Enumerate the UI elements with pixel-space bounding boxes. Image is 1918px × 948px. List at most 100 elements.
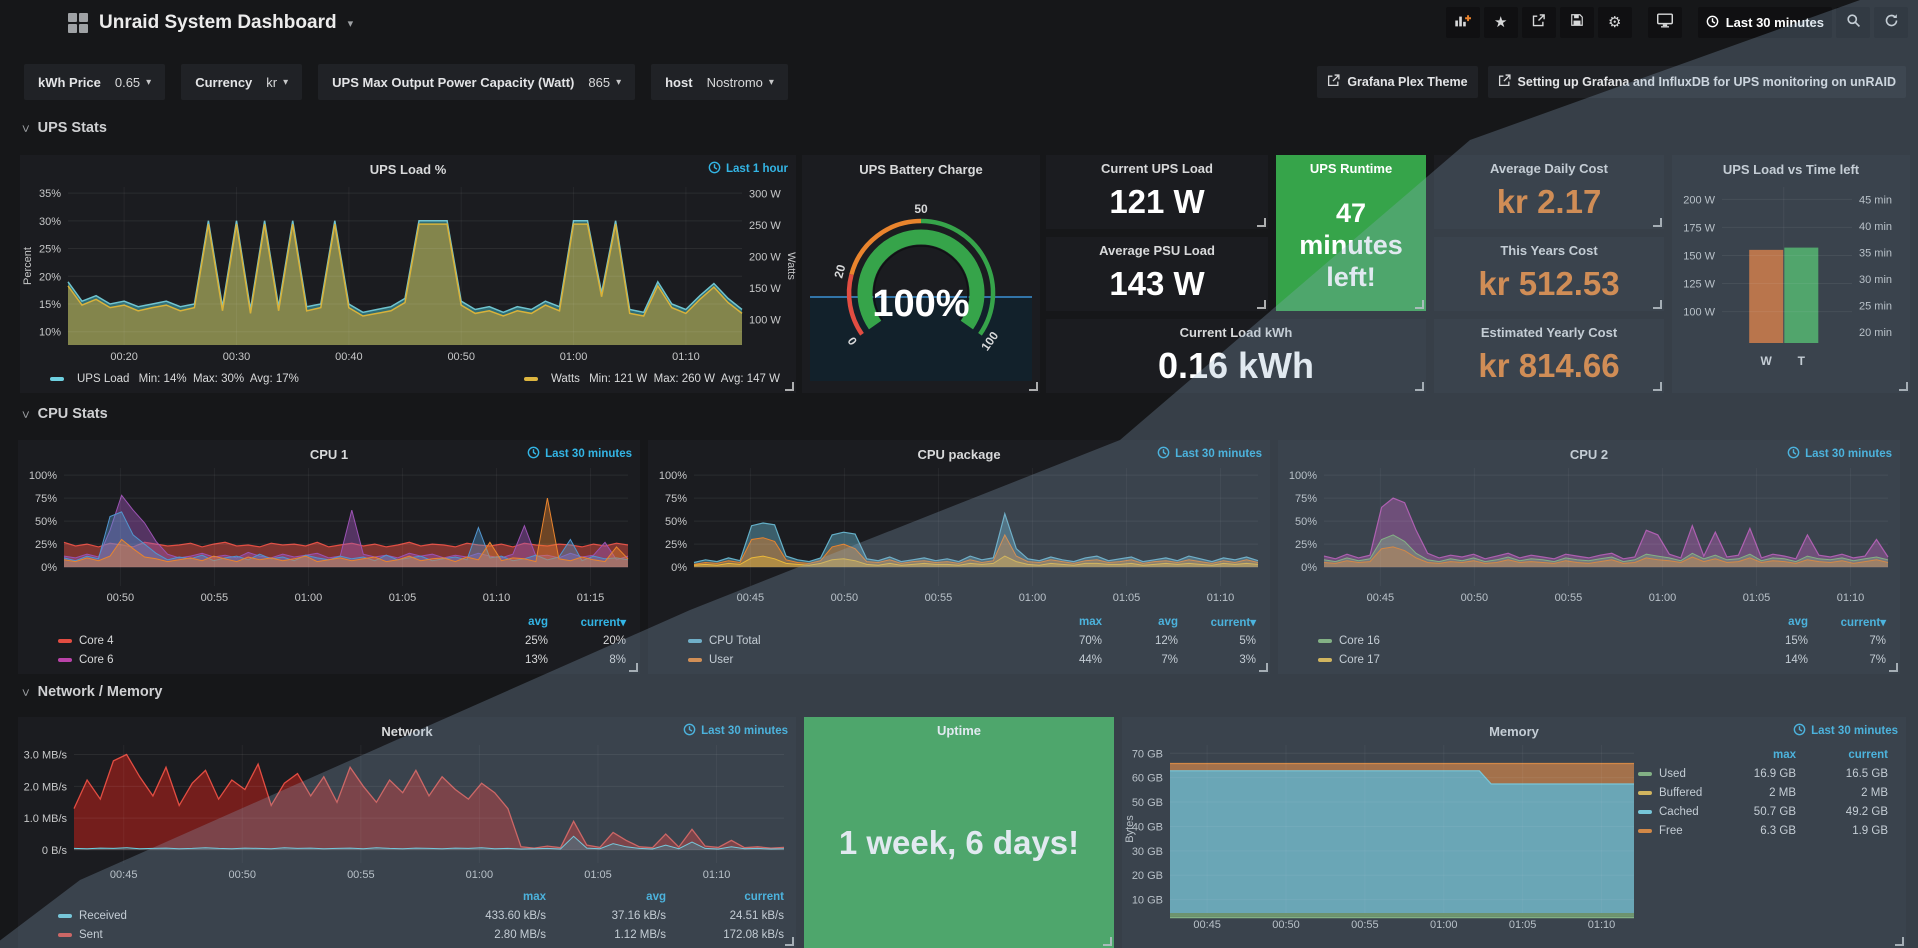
legend-series-name[interactable]: Core 6	[79, 653, 114, 666]
legend-column-header[interactable]: avg	[1788, 615, 1808, 628]
legend-series-name[interactable]: Buffered	[1659, 786, 1703, 799]
panel-title[interactable]: CPU 2	[1569, 447, 1609, 462]
legend-series-name[interactable]: Cached	[1659, 805, 1699, 818]
legend-series-marker[interactable]	[58, 913, 72, 918]
load-vs-time-chart[interactable]: W T 200 W 175 W 150 W 125 W 100 W 45 min 40 min 3…	[1672, 179, 1910, 393]
legend-series-name[interactable]: UPS Load	[77, 373, 130, 385]
legend-series-name[interactable]: Free	[1659, 824, 1683, 837]
add-panel-button[interactable]	[1445, 7, 1480, 38]
panel-resize-handle[interactable]	[1653, 382, 1662, 391]
legend-column-header[interactable]: avg	[528, 615, 548, 628]
legend-series-marker[interactable]	[523, 377, 538, 381]
legend-series-marker[interactable]	[1638, 809, 1652, 814]
section-network-memory[interactable]: > Network / Memory	[18, 684, 163, 700]
panel-title[interactable]: CPU 1	[309, 447, 349, 462]
legend-series-marker[interactable]	[688, 638, 702, 643]
legend-column-header[interactable]: current▾	[580, 616, 626, 629]
apps-grid-icon[interactable]	[68, 13, 88, 33]
panel-resize-handle[interactable]	[1889, 663, 1898, 672]
panel-title[interactable]: CPU package	[917, 447, 1001, 462]
legend-series-name[interactable]: User	[709, 653, 734, 666]
legend-series-marker[interactable]	[1638, 771, 1652, 776]
stat-title[interactable]: Current Load kWh	[1179, 325, 1293, 340]
panel-title[interactable]: Memory	[1489, 724, 1539, 739]
cpu-package-chart[interactable]: 100% 75% 50% 25% 0% 00:45 00:50 00:55 01:00 01:05…	[648, 464, 1270, 610]
share-button[interactable]	[1521, 7, 1556, 38]
star-button[interactable]: ★	[1483, 7, 1518, 38]
panel-resize-handle[interactable]	[1653, 300, 1662, 309]
legend-series-name[interactable]: Core 4	[79, 634, 114, 647]
legend-series-name[interactable]: Watts	[550, 373, 580, 385]
stat-title[interactable]: Estimated Yearly Cost	[1480, 325, 1618, 340]
link-ups-monitoring-guide[interactable]: Setting up Grafana and InfluxDB for UPS …	[1487, 66, 1906, 98]
panel-resize-handle[interactable]	[1653, 218, 1662, 227]
search-button[interactable]	[1836, 7, 1870, 38]
section-cpu-stats[interactable]: > CPU Stats	[18, 406, 108, 422]
legend-column-header[interactable]: avg	[646, 890, 666, 903]
legend-series-name[interactable]: Received	[79, 909, 127, 922]
panel-resize-handle[interactable]	[785, 382, 794, 391]
panel-time-range[interactable]: Last 1 hour	[708, 161, 788, 177]
panel-time-range[interactable]: Last 30 minutes	[683, 723, 788, 739]
dashboard-title[interactable]: Unraid System Dashboard	[99, 12, 337, 33]
cycle-view-button[interactable]	[1647, 7, 1682, 38]
panel-time-range[interactable]: Last 30 minutes	[1157, 446, 1262, 462]
legend-series-marker[interactable]	[1318, 657, 1332, 662]
legend-series-name[interactable]: Sent	[79, 928, 103, 941]
stat-title[interactable]: Uptime	[936, 723, 982, 738]
panel-title[interactable]: Network	[381, 724, 433, 739]
panel-resize-handle[interactable]	[1029, 382, 1038, 391]
panel-resize-handle[interactable]	[1103, 937, 1112, 946]
panel-title[interactable]: UPS Load %	[369, 162, 447, 177]
panel-resize-handle[interactable]	[629, 663, 638, 672]
panel-resize-handle[interactable]	[1257, 218, 1266, 227]
legend-series-name[interactable]: Used	[1659, 767, 1686, 780]
variable-value-dropdown[interactable]: Nostromo ▾	[706, 74, 774, 90]
legend-series-name[interactable]: Core 17	[1339, 653, 1380, 666]
legend-column-header[interactable]: avg	[1158, 615, 1178, 628]
legend-column-header[interactable]: current	[1848, 748, 1888, 761]
refresh-button[interactable]	[1874, 7, 1908, 38]
legend-series-marker[interactable]	[58, 932, 72, 937]
settings-button[interactable]: ⚙	[1597, 7, 1632, 38]
legend-series-marker[interactable]	[58, 638, 72, 643]
legend-series-marker[interactable]	[688, 657, 702, 662]
cpu2-chart[interactable]: 100% 75% 50% 25% 0% 00:45 00:50 00:55 01:00 01:05…	[1278, 464, 1900, 610]
stat-title[interactable]: UPS Runtime	[1309, 161, 1393, 176]
stat-title[interactable]: Current UPS Load	[1101, 161, 1213, 176]
legend-column-header[interactable]: current	[744, 890, 784, 903]
legend-series-marker[interactable]	[50, 377, 64, 381]
panel-title[interactable]: UPS Load vs Time left	[1722, 162, 1860, 177]
legend-column-header[interactable]: max	[1772, 748, 1796, 761]
ups-load-chart[interactable]: 35% 30% 25% 20% 15% 10% 300 W 250 W 200 W 150 W 10…	[20, 179, 797, 371]
panel-resize-handle[interactable]	[785, 937, 794, 946]
panel-resize-handle[interactable]	[1259, 663, 1268, 672]
legend-column-header[interactable]: max	[522, 890, 546, 903]
legend-column-header[interactable]: current▾	[1210, 616, 1256, 629]
panel-resize-handle[interactable]	[1257, 300, 1266, 309]
section-ups-stats[interactable]: > UPS Stats	[18, 120, 107, 136]
panel-resize-handle[interactable]	[1899, 382, 1908, 391]
network-chart[interactable]: 3.0 MB/s 2.0 MB/s 1.0 MB/s 0 B/s 00:45 00:50 0…	[18, 741, 796, 887]
memory-chart[interactable]: 70 GB 60 GB 50 GB 40 GB 30 GB 20 GB 10 GB 00:45…	[1122, 741, 1642, 945]
variable-value-dropdown[interactable]: 0.65 ▾	[114, 74, 152, 90]
panel-resize-handle[interactable]	[1415, 300, 1424, 309]
panel-resize-handle[interactable]	[1895, 937, 1904, 946]
stat-title[interactable]: Average PSU Load	[1099, 243, 1215, 258]
panel-title[interactable]: UPS Battery Charge	[859, 162, 983, 177]
panel-time-range[interactable]: Last 30 minutes	[527, 446, 632, 462]
legend-series-marker[interactable]	[58, 657, 72, 662]
link-grafana-plex-theme[interactable]: Grafana Plex Theme	[1317, 66, 1478, 98]
panel-time-range[interactable]: Last 30 minutes	[1787, 446, 1892, 462]
variable-value-dropdown[interactable]: kr ▾	[266, 74, 289, 90]
legend-series-marker[interactable]	[1638, 828, 1652, 833]
legend-column-header[interactable]: current▾	[1840, 616, 1886, 629]
cpu1-chart[interactable]: 100% 75% 50% 25% 0% 00:50 00:55 01:00 01:05 01:10…	[18, 464, 640, 610]
legend-series-marker[interactable]	[1638, 790, 1652, 795]
save-button[interactable]	[1559, 7, 1594, 38]
panel-resize-handle[interactable]	[1415, 382, 1424, 391]
legend-series-marker[interactable]	[1318, 638, 1332, 643]
legend-column-header[interactable]: max	[1078, 615, 1102, 628]
legend-series-name[interactable]: Core 16	[1339, 634, 1380, 647]
stat-title[interactable]: Average Daily Cost	[1489, 161, 1608, 176]
